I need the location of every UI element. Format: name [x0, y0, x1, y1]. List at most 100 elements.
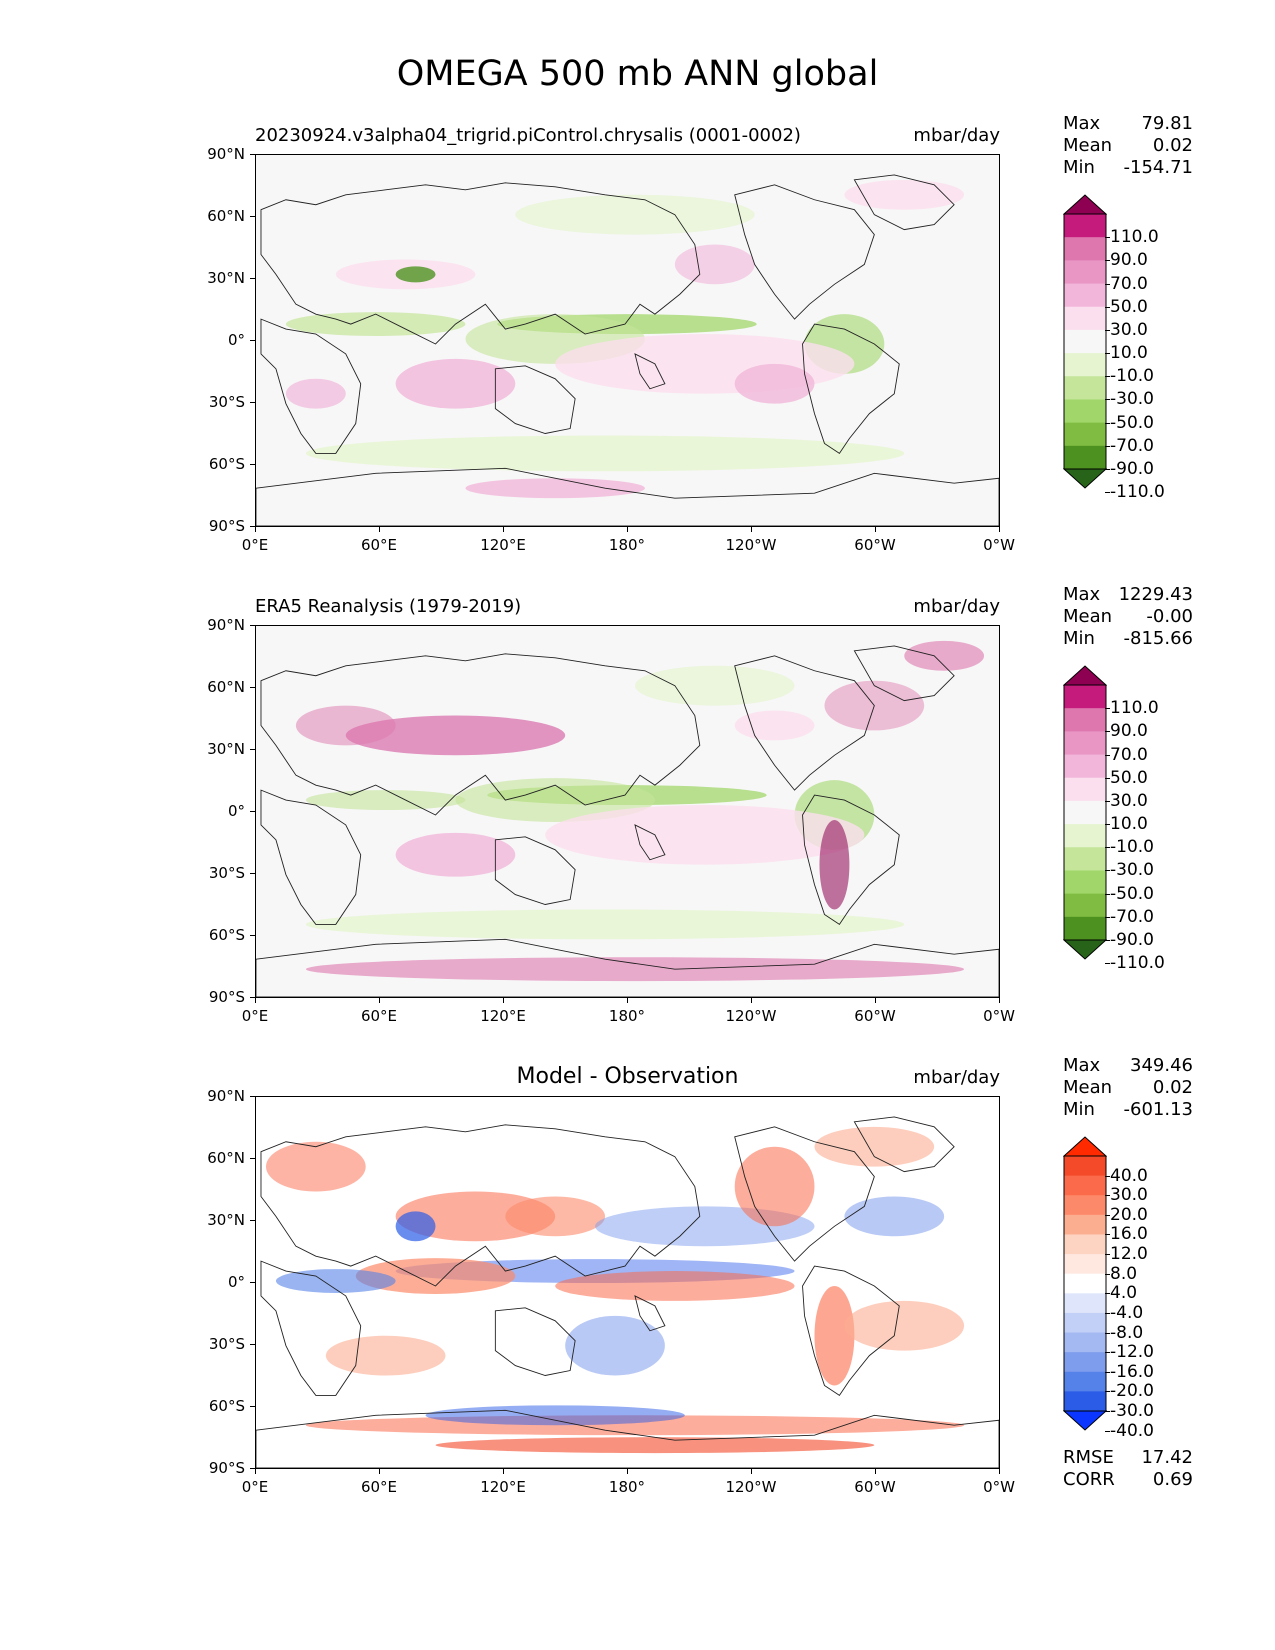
- lat-tick: [250, 687, 255, 688]
- colorbar-band: [1064, 1234, 1106, 1255]
- lat-tick-label: 0°: [227, 331, 245, 349]
- lat-tick: [250, 1406, 255, 1407]
- colorbar: [1062, 665, 1108, 960]
- field-patch: [295, 705, 396, 746]
- colorbar-tick-label: -20.0: [1110, 1381, 1154, 1402]
- colorbar-tick: [1105, 1175, 1110, 1177]
- lon-tick: [999, 998, 1000, 1003]
- colorbar-extend-bottom: [1062, 468, 1108, 489]
- lon-tick: [875, 527, 876, 532]
- lon-tick: [255, 527, 256, 532]
- lat-tick-label: 60°N: [207, 1149, 245, 1167]
- lat-tick: [250, 216, 255, 217]
- colorbar-tick: [1105, 1273, 1110, 1275]
- colorbar-band: [1064, 1371, 1106, 1392]
- colorbar-band: [1064, 708, 1106, 732]
- colorbar-tick: [1105, 329, 1110, 331]
- coastline: [634, 1295, 666, 1332]
- lon-tick-label: 120°E: [480, 536, 526, 554]
- field-patch: [305, 435, 905, 472]
- colorbar-tick-label: 110.0: [1110, 698, 1159, 719]
- colorbar-band: [1064, 754, 1106, 779]
- colorbar-tick-label: 30.0: [1110, 319, 1148, 340]
- coastline: [734, 1126, 875, 1262]
- lon-tick-label: 180°: [608, 1007, 646, 1025]
- colorbar-band: [1064, 777, 1106, 802]
- colorbar-tick-label: 12.0: [1110, 1244, 1148, 1265]
- stat-label: Max: [1063, 1055, 1101, 1076]
- colorbar-band: [1064, 847, 1106, 871]
- coastline: [802, 1265, 900, 1397]
- stat-row: Max 349.46: [1063, 1055, 1193, 1077]
- colorbar-tick: [1105, 731, 1110, 733]
- lat-tick-label: 60°S: [208, 926, 245, 944]
- colorbar-tick: [1105, 800, 1110, 802]
- colorbar-tick-label: 50.0: [1110, 296, 1148, 317]
- lon-tick-label: 0°W: [983, 1007, 1015, 1025]
- field-patch: [355, 1258, 516, 1294]
- colorbar-tick-label: -70.0: [1110, 906, 1154, 927]
- stat-row: CORR 0.69: [1063, 1469, 1193, 1491]
- map-plot[interactable]: [255, 154, 1000, 527]
- lat-tick: [250, 278, 255, 279]
- lon-tick: [875, 1469, 876, 1474]
- lon-tick-label: 120°W: [725, 536, 777, 554]
- stat-label: Max: [1063, 113, 1101, 134]
- stats-block: Max 349.46 Mean 0.02 Min -601.13: [1063, 1055, 1193, 1121]
- colorbar-tick-label: 4.0: [1110, 1283, 1138, 1304]
- colorbar-tick-label: -50.0: [1110, 412, 1154, 433]
- colorbar-tick: [1105, 1234, 1110, 1236]
- stat-value: 79.81: [1141, 113, 1193, 134]
- colorbar-band: [1064, 1254, 1106, 1275]
- field-patch: [285, 312, 466, 337]
- field-patch: [515, 194, 755, 235]
- field-patch: [814, 1126, 935, 1167]
- colorbar-band: [1064, 800, 1106, 825]
- lon-tick-label: 120°E: [480, 1478, 526, 1496]
- stat-row: Max 1229.43: [1063, 584, 1193, 606]
- colorbar-band: [1064, 1312, 1106, 1334]
- field-patch: [425, 1405, 685, 1426]
- colorbar-tick: [1105, 777, 1110, 779]
- field-patch: [345, 715, 566, 756]
- figure-title: OMEGA 500 mb ANN global: [396, 54, 879, 94]
- colorbar-tick: [1105, 1332, 1110, 1334]
- lon-tick: [503, 1469, 504, 1474]
- lon-tick: [751, 998, 752, 1003]
- colorbar-tick-label: -30.0: [1110, 389, 1154, 410]
- field-patch: [395, 266, 436, 283]
- field-patch: [904, 640, 985, 671]
- colorbar-tick: [1105, 1254, 1110, 1256]
- lat-tick-label: 60°S: [208, 1397, 245, 1415]
- colorbar-tick: [1105, 260, 1110, 262]
- colorbar-band: [1064, 214, 1106, 238]
- lat-tick-label: 90°S: [208, 988, 245, 1006]
- coastline: [634, 824, 666, 861]
- stat-value: 349.46: [1130, 1055, 1193, 1076]
- field-patch: [844, 179, 965, 210]
- lon-tick-label: 180°: [608, 1478, 646, 1496]
- colorbar: [1062, 194, 1108, 489]
- lat-tick: [250, 154, 255, 155]
- lon-tick-label: 120°W: [725, 1478, 777, 1496]
- field-patch: [734, 363, 815, 404]
- colorbar-band: [1064, 283, 1106, 308]
- coastline: [494, 365, 576, 434]
- stat-label: Max: [1063, 584, 1101, 605]
- stat-value: 0.02: [1152, 135, 1193, 156]
- map-plot[interactable]: [255, 625, 1000, 998]
- colorbar-tick: [1105, 399, 1110, 401]
- lon-tick-label: 60°E: [360, 1007, 398, 1025]
- lat-tick: [250, 402, 255, 403]
- lat-tick-label: 90°N: [207, 1087, 245, 1105]
- stat-value: 1229.43: [1118, 584, 1193, 605]
- colorbar-tick-label: -90.0: [1110, 459, 1154, 479]
- colorbar-band: [1064, 1332, 1106, 1353]
- field-patch: [465, 478, 645, 499]
- field-patch: [814, 1285, 855, 1386]
- map-plot[interactable]: [255, 1096, 1000, 1469]
- field-patch: [305, 790, 466, 811]
- colorbar-tick-label: 16.0: [1110, 1224, 1148, 1245]
- lon-tick: [379, 998, 380, 1003]
- lon-tick-label: 60°E: [360, 1478, 398, 1496]
